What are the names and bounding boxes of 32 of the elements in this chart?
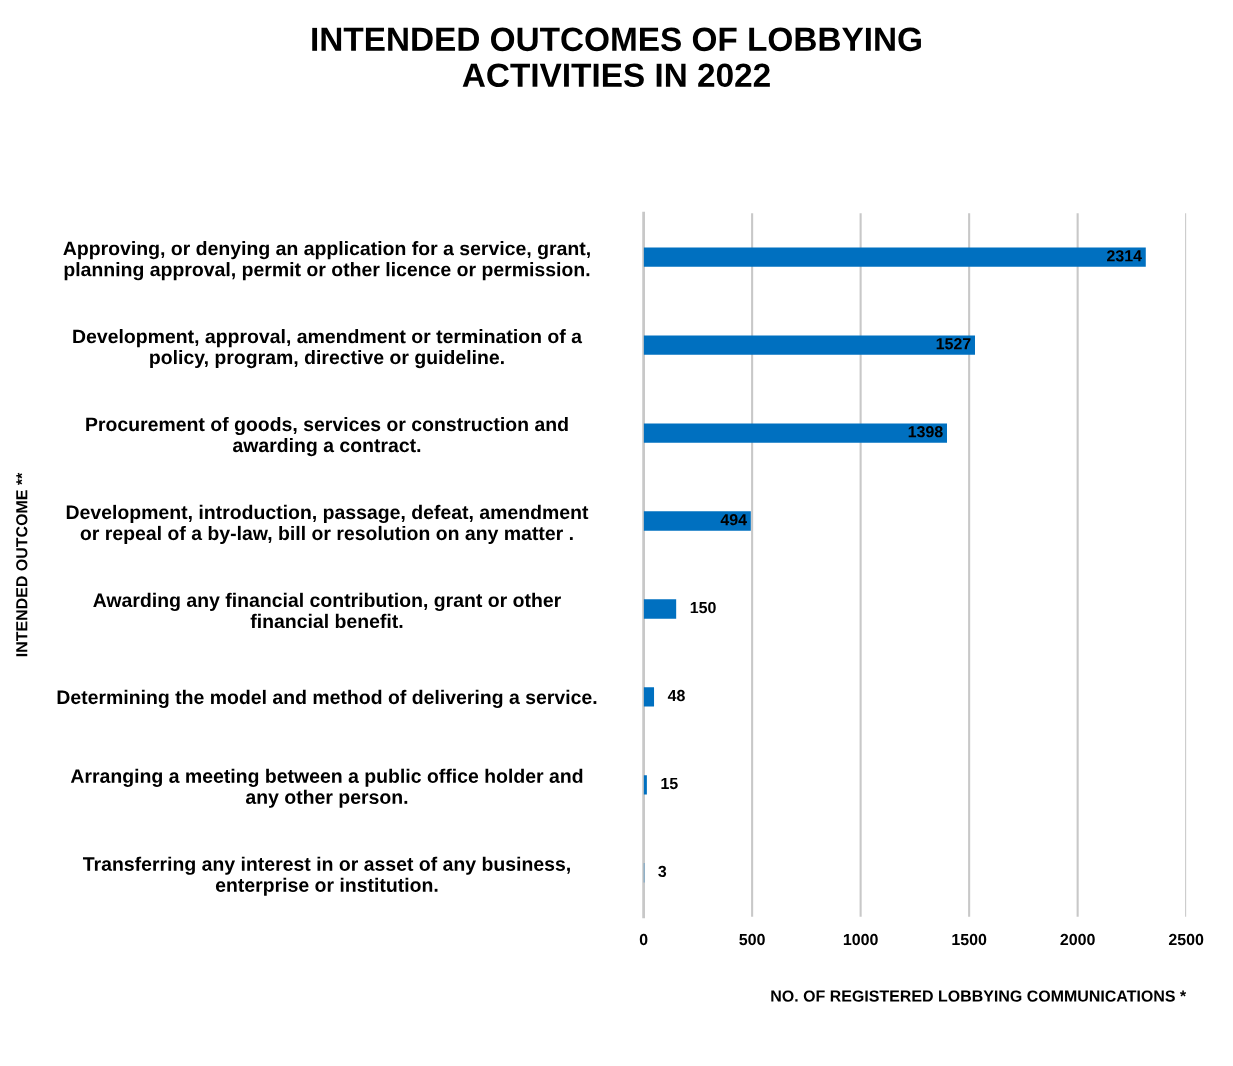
y-tick-label: Development, introduction, passage, defeat, amendment or repeal of a by-law, bill or resolution on any matter . (66, 504, 589, 545)
data-label: 1398 (908, 426, 943, 438)
data-label: 2314 (1107, 250, 1142, 262)
data-label: 3 (658, 865, 667, 878)
y-tick-label: Approving, or denying an application for a service, grant, planning approval, permit or other licence or permission. (63, 241, 590, 281)
bar (643, 511, 751, 531)
bar (643, 775, 647, 795)
x-tick-label: 500 (739, 933, 765, 946)
y-tick-label: Procurement of goods, services or construction and awarding a contract. (86, 416, 568, 457)
x-tick-label: 1500 (952, 933, 987, 946)
data-label: 150 (690, 601, 716, 614)
y-tick-label: Transferring any interest in or asset of any business, enterprise or institution. (82, 856, 570, 896)
x-tick-label: 2000 (1060, 933, 1095, 946)
y-tick-label: Arranging a meeting between a public office holder and any other person. (70, 768, 583, 808)
x-tick-label: 2500 (1168, 933, 1204, 946)
y-tick-label: Determining the model and method of delivering a service. (57, 689, 597, 709)
data-label: 15 (661, 777, 678, 790)
x-axis-title: NO. OF REGISTERED LOBBYING COMMUNICATIONS * (771, 990, 1187, 1002)
y-tick-label: Development, approval, amendment or termination of a policy, program, directive or guideline. (73, 329, 583, 369)
data-label: 1527 (936, 338, 971, 350)
bar (643, 599, 677, 619)
x-tick-label: 0 (639, 933, 648, 946)
chart-title: INTENDED OUTCOMES OF LOBBYING ACTIVITIES IN 2022 (312, 27, 921, 88)
bar (643, 247, 1146, 267)
data-label: 48 (667, 689, 685, 702)
bar (643, 335, 975, 355)
data-label: 494 (720, 513, 747, 526)
bar (643, 423, 947, 443)
y-axis-title: INTENDED OUTCOME ** (16, 472, 28, 657)
y-tick-label: Awarding any financial contribution, grant or other financial benefit. (93, 592, 561, 629)
x-tick-label: 1000 (843, 933, 878, 946)
bar (643, 687, 655, 707)
